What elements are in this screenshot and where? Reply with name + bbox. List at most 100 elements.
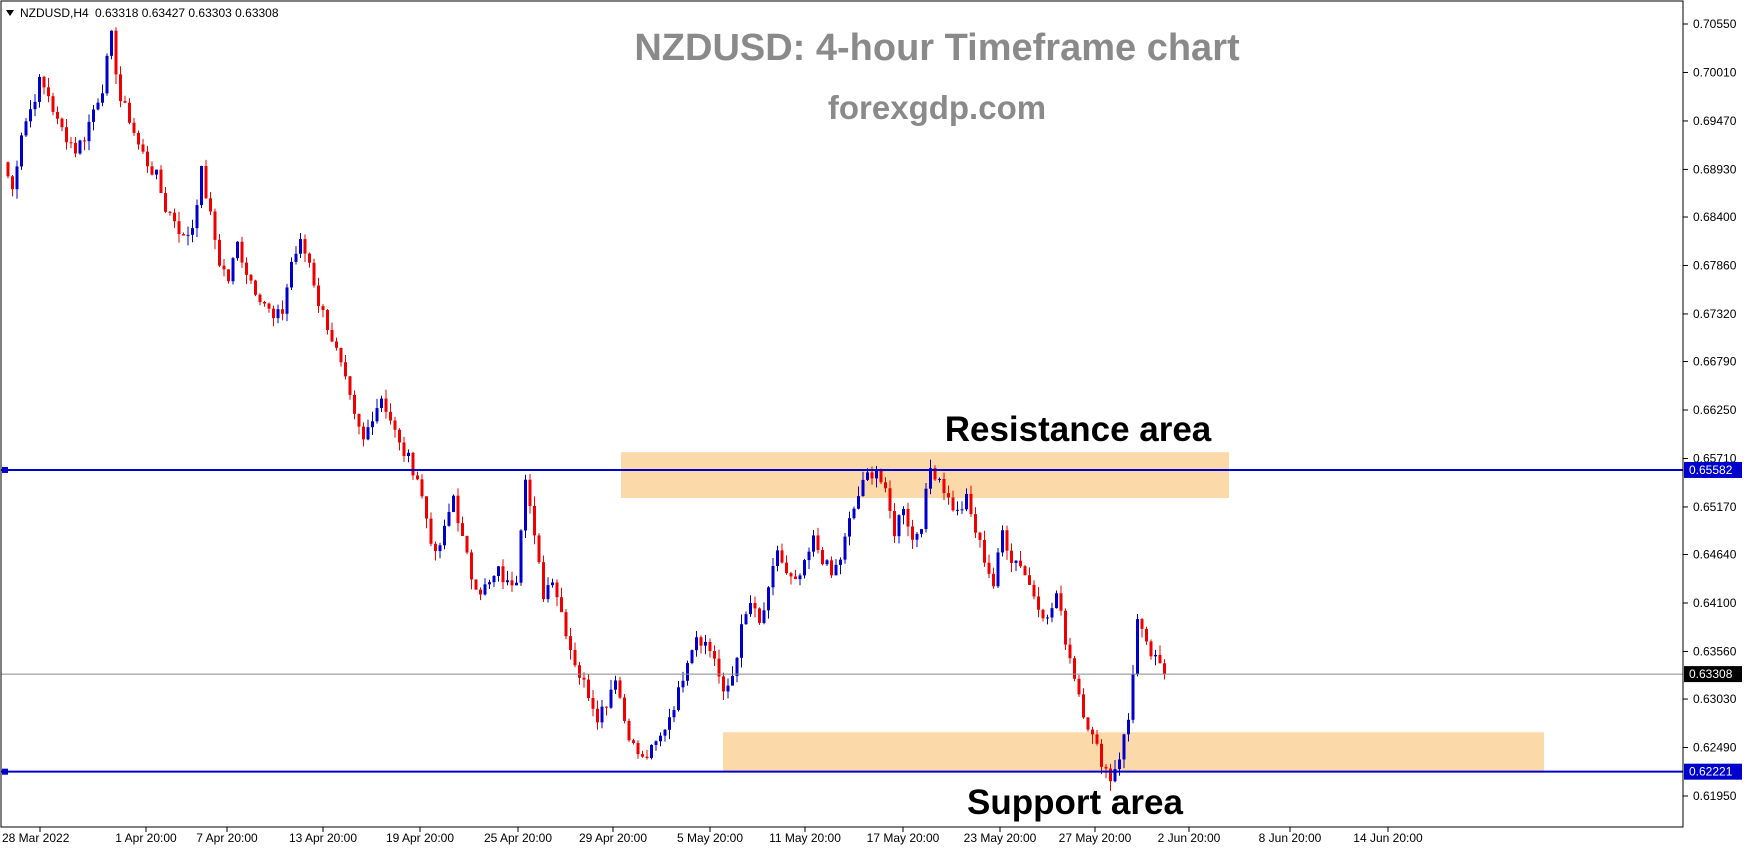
candle-body xyxy=(636,742,640,755)
candle-body xyxy=(735,657,739,676)
candle xyxy=(645,749,649,760)
candle xyxy=(281,300,284,321)
candle-body xyxy=(807,551,811,561)
candle-body xyxy=(69,142,73,144)
candle xyxy=(699,635,703,654)
candle xyxy=(456,488,460,532)
y-tick-label: 0.63560 xyxy=(1693,644,1737,658)
line-handle[interactable] xyxy=(2,466,8,473)
candle xyxy=(1095,730,1099,746)
candle xyxy=(1010,543,1013,573)
candle xyxy=(992,567,995,589)
candle-body xyxy=(857,496,860,509)
candle-body xyxy=(929,468,932,489)
candle-body xyxy=(384,398,388,412)
candle xyxy=(839,557,842,575)
candle-body xyxy=(1136,619,1139,675)
candle xyxy=(789,571,793,585)
candle xyxy=(357,413,361,435)
candle xyxy=(168,210,172,216)
candle-body xyxy=(515,582,518,586)
candle xyxy=(96,98,100,111)
candle-body xyxy=(164,193,167,212)
candle xyxy=(362,422,365,447)
candle-body xyxy=(659,735,662,742)
candle-body xyxy=(546,585,550,600)
chart-subtitle: forexgdp.com xyxy=(828,89,1046,126)
candle-body xyxy=(263,302,266,304)
candle-body xyxy=(272,308,275,319)
candle xyxy=(1050,602,1054,623)
candle xyxy=(416,471,419,481)
candle-body xyxy=(920,529,923,534)
candle xyxy=(1131,665,1135,724)
candle-body xyxy=(137,132,140,145)
candle xyxy=(1149,639,1153,660)
y-tick-label: 0.70010 xyxy=(1693,65,1737,79)
candle xyxy=(1068,637,1072,664)
candle xyxy=(407,449,410,463)
candle-body xyxy=(317,285,320,307)
candle xyxy=(474,579,478,590)
candle xyxy=(735,656,739,683)
candle-body xyxy=(119,74,122,102)
resistance-price-marker xyxy=(1684,461,1742,478)
candle xyxy=(884,477,887,493)
candle xyxy=(236,241,239,261)
candle-body xyxy=(1050,608,1054,618)
candle-body xyxy=(596,708,599,723)
candle xyxy=(794,569,797,580)
candle xyxy=(825,559,829,566)
y-tick-label: 0.66250 xyxy=(1693,403,1737,417)
candle xyxy=(195,199,199,238)
candle-body xyxy=(267,303,271,309)
candle-body xyxy=(15,166,19,190)
candle-body xyxy=(987,562,991,574)
candle xyxy=(308,252,311,268)
candle xyxy=(987,554,991,578)
candle-body xyxy=(443,525,446,546)
line-handle[interactable] xyxy=(2,768,8,775)
candle-body xyxy=(380,398,383,409)
candle xyxy=(915,532,919,548)
candle-body xyxy=(1163,663,1166,675)
y-tick-label: 0.62490 xyxy=(1693,741,1737,755)
candle-body xyxy=(762,610,766,623)
candle-body xyxy=(285,287,289,314)
candle-body xyxy=(1077,678,1081,695)
candle xyxy=(42,75,46,95)
candle xyxy=(51,92,55,116)
candle xyxy=(744,611,748,625)
candle-body xyxy=(1059,593,1063,611)
candle-body xyxy=(758,608,761,623)
candle-body xyxy=(798,575,802,580)
candle xyxy=(389,403,392,425)
candle xyxy=(245,257,248,285)
candle-body xyxy=(353,394,356,414)
candle xyxy=(1023,564,1027,576)
candle xyxy=(528,473,532,514)
candle xyxy=(420,474,424,499)
candle xyxy=(951,490,955,512)
candle xyxy=(573,642,577,668)
candle-body xyxy=(789,573,793,577)
candle-body xyxy=(717,658,721,677)
candle xyxy=(969,485,973,517)
candle-body xyxy=(699,637,703,646)
candle xyxy=(1014,560,1018,572)
dropdown-triangle-icon[interactable] xyxy=(6,10,14,16)
candle xyxy=(641,750,644,758)
candle-body xyxy=(429,518,433,544)
candle-body xyxy=(906,509,910,527)
candle xyxy=(213,208,217,250)
candle xyxy=(681,671,685,693)
candle-body xyxy=(1154,654,1157,657)
candle xyxy=(1059,585,1063,616)
candle xyxy=(69,137,73,149)
candle-body xyxy=(200,165,203,206)
candle-body xyxy=(276,309,280,319)
candle-body xyxy=(740,624,743,658)
candle-body xyxy=(1118,759,1121,770)
plot-border xyxy=(0,0,1684,828)
